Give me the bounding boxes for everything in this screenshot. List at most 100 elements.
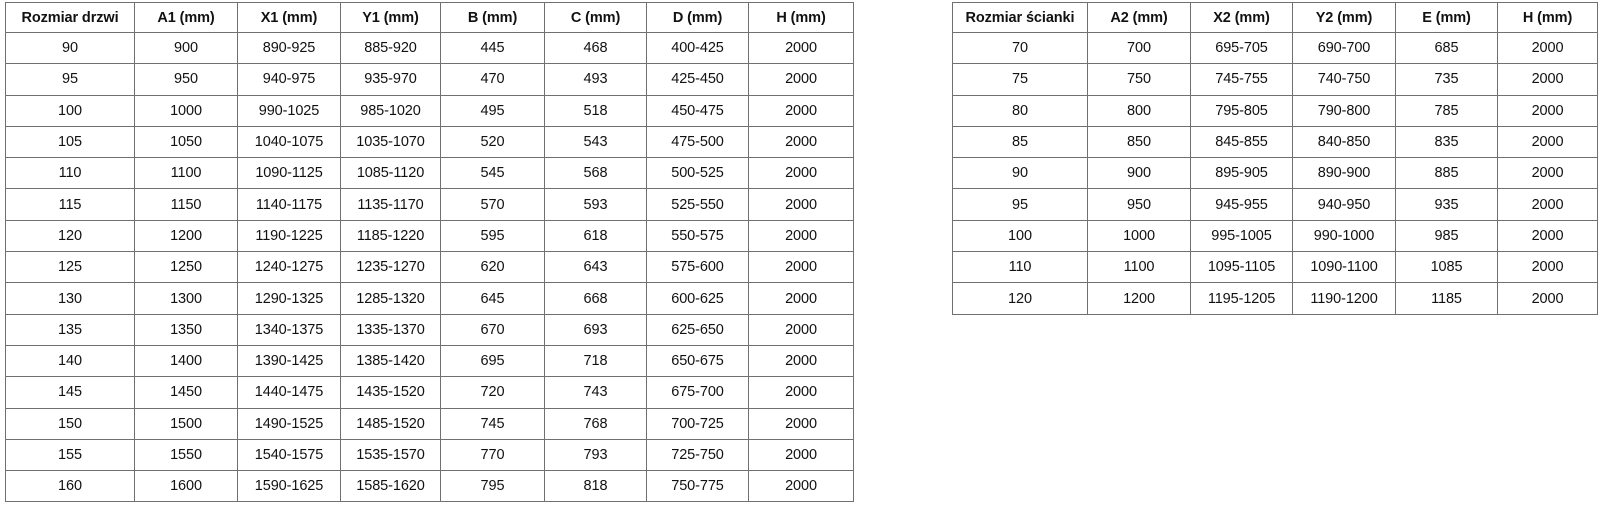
door-table-body: 90 900 890-925 885-920 445 468 400-425 2000 95 95…: [5, 31, 854, 503]
table-cell: 645: [440, 282, 545, 315]
table-cell: 885-920: [340, 31, 441, 65]
table-cell: 475-500: [646, 125, 749, 159]
table-row: 90 900 895-905 890-900 885 2000: [952, 157, 1598, 190]
table-header-row: Rozmiar ścianki A2 (mm) X2 (mm) Y2 (mm) E (m…: [952, 2, 1598, 33]
table-cell: 940-975: [237, 63, 341, 96]
table-row: 95 950 945-955 940-950 935 2000: [952, 188, 1598, 221]
table-cell: 2000: [1497, 251, 1598, 284]
table-cell: 650-675: [646, 344, 749, 378]
table-cell: 1490-1525: [237, 407, 341, 440]
table-cell: 950: [1087, 188, 1191, 221]
wall-column-header-1: A2 (mm): [1087, 2, 1191, 33]
table-cell: 1290-1325: [237, 282, 341, 315]
table-cell: 468: [544, 31, 647, 65]
table-cell: 850: [1087, 125, 1191, 159]
table-cell: 720: [440, 376, 545, 409]
table-cell: 75: [952, 63, 1088, 96]
table-cell: 445: [440, 31, 545, 65]
table-cell: 1000: [1087, 219, 1191, 253]
table-cell: 600-625: [646, 282, 749, 315]
table-cell: 1200: [1087, 282, 1191, 315]
table-cell: 150: [5, 407, 135, 440]
table-cell: 105: [5, 125, 135, 159]
table-cell: 1500: [134, 407, 238, 440]
wall-table-body: 70 700 695-705 690-700 685 2000 75 750 745-755 74…: [952, 31, 1598, 315]
table-cell: 1590-1625: [237, 470, 341, 503]
table-cell: 140: [5, 344, 135, 378]
table-cell: 2000: [748, 94, 854, 127]
table-cell: 595: [440, 219, 545, 253]
wall-panel-size-specification-table: Rozmiar ścianki A2 (mm) X2 (mm) Y2 (mm) E (m…: [952, 2, 1598, 315]
door-column-header-5: C (mm): [544, 2, 647, 33]
table-row: 130 1300 1290-1325 1285-1320 645 668 600-625 20…: [5, 282, 854, 315]
table-cell: 945-955: [1190, 188, 1293, 221]
table-header-row: Rozmiar drzwi A1 (mm) X1 (mm) Y1 (mm) B (mm)…: [5, 2, 854, 33]
table-cell: 900: [1087, 157, 1191, 190]
table-cell: 85: [952, 125, 1088, 159]
table-row: 145 1450 1440-1475 1435-1520 720 743 675-700 20…: [5, 376, 854, 409]
table-row: 90 900 890-925 885-920 445 468 400-425 2000: [5, 31, 854, 65]
table-cell: 2000: [748, 157, 854, 190]
table-cell: 935-970: [340, 63, 441, 96]
table-cell: 1085: [1395, 251, 1498, 284]
door-column-header-6: D (mm): [646, 2, 749, 33]
table-cell: 100: [952, 219, 1088, 253]
table-cell: 100: [5, 94, 135, 127]
door-size-specification-table: Rozmiar drzwi A1 (mm) X1 (mm) Y1 (mm) B (mm)…: [5, 2, 854, 503]
table-cell: 950: [134, 63, 238, 96]
table-cell: 990-1000: [1292, 219, 1396, 253]
table-cell: 470: [440, 63, 545, 96]
table-cell: 693: [544, 313, 647, 346]
table-cell: 1600: [134, 470, 238, 503]
table-cell: 695-705: [1190, 31, 1293, 65]
table-cell: 2000: [748, 282, 854, 315]
table-cell: 1090-1125: [237, 157, 341, 190]
table-cell: 2000: [748, 344, 854, 378]
table-cell: 750: [1087, 63, 1191, 96]
table-cell: 95: [5, 63, 135, 96]
table-cell: 718: [544, 344, 647, 378]
table-cell: 793: [544, 438, 647, 472]
table-cell: 518: [544, 94, 647, 127]
table-cell: 1335-1370: [340, 313, 441, 346]
table-cell: 1050: [134, 125, 238, 159]
table-cell: 2000: [748, 313, 854, 346]
table-cell: 155: [5, 438, 135, 472]
table-cell: 1185-1220: [340, 219, 441, 253]
table-row: 100 1000 990-1025 985-1020 495 518 450-475 2000: [5, 94, 854, 127]
table-cell: 160: [5, 470, 135, 503]
table-cell: 643: [544, 251, 647, 284]
table-cell: 575-600: [646, 251, 749, 284]
table-row: 120 1200 1195-1205 1190-1200 1185 2000: [952, 282, 1598, 315]
table-cell: 2000: [1497, 31, 1598, 65]
table-cell: 1350: [134, 313, 238, 346]
table-row: 135 1350 1340-1375 1335-1370 670 693 625-650 20…: [5, 313, 854, 346]
table-cell: 125: [5, 251, 135, 284]
table-cell: 110: [5, 157, 135, 190]
table-cell: 1085-1120: [340, 157, 441, 190]
table-cell: 890-925: [237, 31, 341, 65]
table-cell: 593: [544, 188, 647, 221]
table-cell: 2000: [748, 376, 854, 409]
table-cell: 2000: [748, 63, 854, 96]
table-cell: 1190-1200: [1292, 282, 1396, 315]
table-cell: 1240-1275: [237, 251, 341, 284]
table-cell: 500-525: [646, 157, 749, 190]
table-cell: 735: [1395, 63, 1498, 96]
table-cell: 620: [440, 251, 545, 284]
table-cell: 770: [440, 438, 545, 472]
table-cell: 1090-1100: [1292, 251, 1396, 284]
table-cell: 70: [952, 31, 1088, 65]
table-cell: 840-850: [1292, 125, 1396, 159]
wall-column-header-4: E (mm): [1395, 2, 1498, 33]
table-cell: 145: [5, 376, 135, 409]
table-cell: 1485-1520: [340, 407, 441, 440]
table-cell: 743: [544, 376, 647, 409]
table-cell: 990-1025: [237, 94, 341, 127]
table-cell: 1150: [134, 188, 238, 221]
table-cell: 90: [5, 31, 135, 65]
wall-column-header-0: Rozmiar ścianki: [952, 2, 1088, 33]
table-cell: 1550: [134, 438, 238, 472]
table-cell: 400-425: [646, 31, 749, 65]
